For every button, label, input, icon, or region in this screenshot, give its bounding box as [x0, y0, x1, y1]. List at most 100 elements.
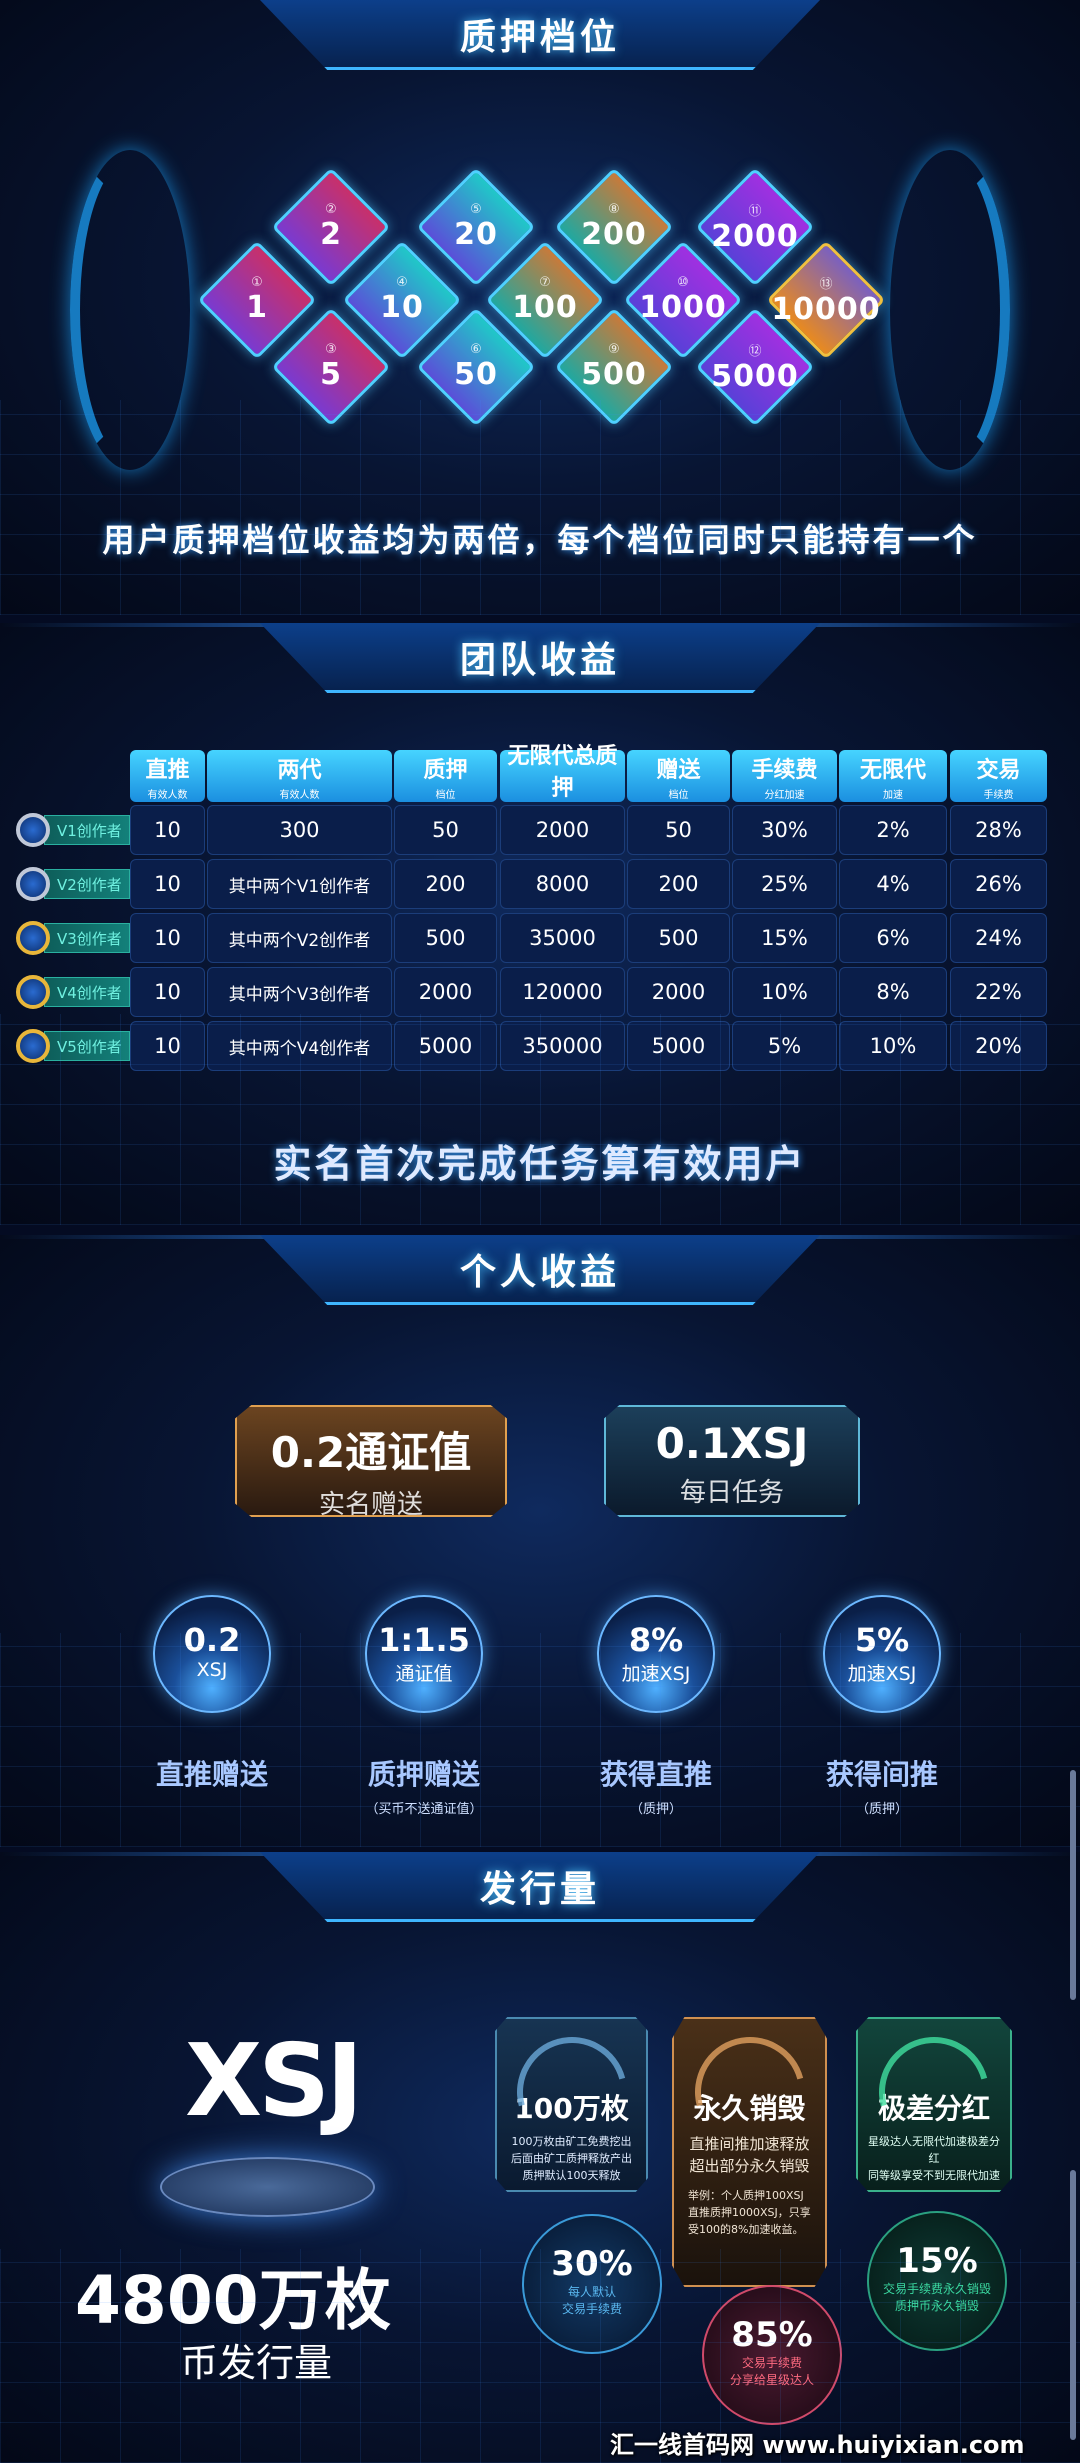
tier-value: 20	[454, 217, 498, 252]
tier-number: ⑧	[608, 202, 620, 217]
table-cell: 5%	[732, 1021, 837, 1071]
section-title-bar: 个人收益	[260, 1235, 820, 1305]
level-badge: V2创作者	[16, 864, 130, 904]
table-cell: 15%	[732, 913, 837, 963]
circle-value: 85%	[731, 2315, 813, 2355]
table-cell: 8000	[500, 859, 625, 909]
team-caption: 实名首次完成任务算有效用户	[273, 1142, 807, 1186]
left-frame-arc	[70, 150, 190, 470]
card-title: 100万枚	[514, 2092, 629, 2125]
table-cell: 50	[627, 805, 730, 855]
orb-label: 质押赠送	[367, 1758, 481, 1791]
orb-unit: 加速XSJ	[847, 1663, 917, 1685]
right-frame-arc	[890, 150, 1010, 470]
table-cell: 10%	[732, 967, 837, 1017]
header-sub: 分红加速	[764, 789, 805, 801]
table-cell: 5000	[627, 1021, 730, 1071]
orb-unit: 通证值	[395, 1663, 453, 1685]
medal-icon	[16, 813, 50, 847]
orb-value: 0.2	[183, 1621, 241, 1659]
tier-number: ⑦	[539, 275, 551, 290]
tier-value: 500	[581, 357, 647, 392]
table-cell: 2000	[394, 967, 497, 1017]
level-label: V3创作者	[44, 923, 130, 953]
tier-label: ⑫ 5000	[695, 340, 815, 394]
realname-bonus-card: 0.2通证值 实名赠送	[235, 1405, 507, 1517]
header-title: 手续费	[751, 757, 818, 783]
fee-circle-30: 30% 每人默认 交易手续费	[522, 2214, 662, 2354]
scrollbar[interactable]	[1070, 2170, 1076, 2440]
table-cell: 20%	[950, 1021, 1047, 1071]
level-label: V1创作者	[44, 815, 130, 845]
tier-value: 200	[581, 217, 647, 252]
card-example: 举例：个人质押100XSJ直推质押1000XSJ，只享受100的8%加速收益。	[688, 2189, 811, 2236]
section-title: 团队收益	[459, 639, 620, 681]
scrollbar[interactable]	[1070, 1770, 1076, 2000]
table-cell: 5000	[394, 1021, 497, 1071]
personal-income-section: 个人收益 0.2通证值 实名赠送 0.1XSJ 每日任务 0.2 XSJ 直推赠送 1…	[0, 1235, 1080, 1847]
table-cell: 24%	[950, 913, 1047, 963]
table-cell: 500	[394, 913, 497, 963]
header-sub: 档位	[435, 789, 456, 801]
table-cell: 200	[627, 859, 730, 909]
header-title: 无限代总质押	[507, 743, 618, 801]
orb-value: 5%	[854, 1621, 910, 1659]
card-label: 实名赠送	[318, 1490, 423, 1520]
table-cell: 10	[130, 859, 205, 909]
orb-unit: 加速XSJ	[621, 1663, 691, 1685]
fee-circle-15: 15% 交易手续费永久销毁 质押币永久销毁	[867, 2211, 1007, 2351]
section-title-bar: 团队收益	[260, 623, 820, 693]
level-label: V4创作者	[44, 977, 130, 1007]
orb-note: （质押）	[629, 1802, 683, 1817]
tier-label: ⑨ 500	[554, 342, 674, 392]
table-cell: 其中两个V1创作者	[207, 859, 392, 909]
table-cell: 25%	[732, 859, 837, 909]
logo-pedestal	[160, 2157, 375, 2217]
header-title: 交易	[976, 757, 1021, 783]
level-badge: V5创作者	[16, 1026, 130, 1066]
card-desc: 星级达人无限代加速极差分红 同等级享受不到无限代加速	[868, 2135, 1000, 2182]
table-header: 赠送 档位	[627, 750, 730, 802]
header-sub: 加速	[883, 789, 903, 801]
header-title: 赠送	[656, 757, 701, 783]
reward-orb: 0.2 XSJ	[153, 1595, 271, 1713]
card-desc: 100万枚由矿工免费挖出 后面由矿工质押释放产出 质押默认100天释放	[511, 2135, 632, 2182]
table-cell: 35000	[500, 913, 625, 963]
medal-icon	[16, 975, 50, 1009]
header-sub: 档位	[668, 789, 689, 801]
tier-number: ⑨	[608, 342, 620, 357]
tier-value: 1000	[639, 290, 727, 325]
circle-value: 15%	[896, 2241, 978, 2281]
header-title: 无限代	[859, 757, 926, 783]
tier-number: ⑪	[748, 204, 762, 219]
tier-label: ④ 10	[342, 275, 462, 325]
orb-note: （质押）	[855, 1802, 909, 1817]
tier-number: ⑬	[819, 277, 833, 292]
medal-icon	[16, 867, 50, 901]
daily-task-card: 0.1XSJ 每日任务	[604, 1405, 860, 1517]
level-badge: V1创作者	[16, 810, 130, 850]
table-cell: 30%	[732, 805, 837, 855]
issuance-section: 发行量 XSJ 4800万枚 币发行量 100万枚 100万枚由矿工免费挖出 后面…	[0, 1852, 1080, 2463]
section-title: 质押档位	[459, 16, 620, 58]
tier-value: 100	[512, 290, 578, 325]
tier-number: ⑫	[748, 344, 762, 359]
team-income-section: 团队收益 直推有效人数两代有效人数质押档位无限代总质押XSJ赠送档位手续费分红加…	[0, 623, 1080, 1225]
section-title-bar: 发行量	[260, 1852, 820, 1922]
table-cell: 120000	[500, 967, 625, 1017]
table-cell: 2000	[627, 967, 730, 1017]
tier-number: ②	[325, 202, 337, 217]
circle-text: 交易手续费	[741, 2356, 802, 2370]
tier-number: ③	[325, 342, 337, 357]
tier-value: 5000	[711, 359, 799, 394]
tier-label: ⑦ 100	[485, 275, 605, 325]
orb-unit: XSJ	[196, 1659, 228, 1681]
table-cell: 300	[207, 805, 392, 855]
tier-number: ①	[251, 275, 263, 290]
header-sub: 有效人数	[147, 789, 188, 801]
tier-number: ⑤	[470, 202, 482, 217]
tier-value: 5	[320, 357, 342, 392]
